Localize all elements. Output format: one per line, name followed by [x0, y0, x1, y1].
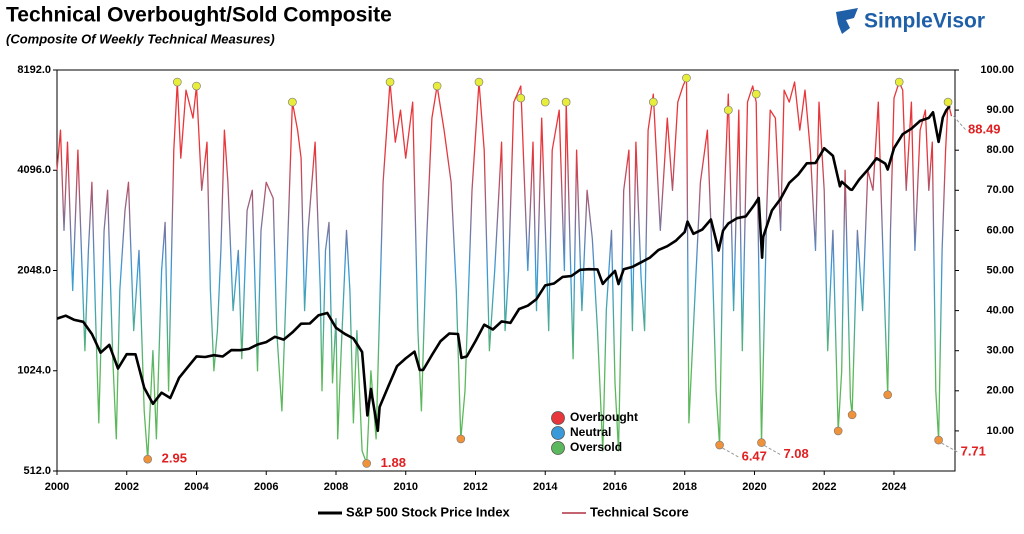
x-tick-label: 2002	[115, 481, 139, 493]
zone-swatch	[551, 411, 565, 425]
marker	[833, 426, 843, 436]
zone-swatch	[551, 441, 565, 455]
marker	[143, 454, 152, 464]
marker	[751, 89, 761, 99]
marker	[192, 81, 201, 91]
y2-tick-label: 100.00	[980, 64, 1014, 76]
marker	[715, 440, 724, 450]
y2-tick-label: 40.00	[986, 305, 1014, 317]
y2-tick-label: 70.00	[986, 184, 1014, 196]
y2-tick-label: 10.00	[986, 425, 1014, 437]
data-label: 1.88	[381, 455, 406, 470]
zone-label: Oversold	[570, 440, 622, 454]
marker	[516, 93, 526, 103]
x-tick-label: 2024	[882, 481, 907, 493]
x-tick-label: 2010	[393, 481, 417, 493]
technical-score-line	[56, 77, 953, 465]
marker	[883, 390, 892, 400]
marker	[649, 97, 658, 107]
marker	[432, 81, 442, 91]
marker	[724, 105, 733, 115]
leader	[764, 445, 781, 456]
y-tick-label: 2048.0	[17, 264, 51, 276]
chart-subtitle: (Composite Of Weekly Technical Measures)	[6, 31, 275, 46]
x-tick-label: 2004	[184, 481, 209, 493]
end-label: 88.49	[968, 122, 1001, 137]
leader	[722, 447, 739, 458]
legend-label: S&P 500 Stock Price Index	[346, 504, 511, 519]
x-tick-label: 2014	[533, 481, 558, 493]
price-line	[56, 105, 951, 433]
x-tick-label: 2012	[463, 481, 487, 493]
y2-tick-label: 30.00	[986, 345, 1014, 357]
marker	[561, 97, 571, 107]
x-tick-label: 2000	[45, 481, 69, 493]
y2-tick-label: 20.00	[986, 385, 1014, 397]
y-tick-label: 8192.0	[17, 64, 51, 76]
marker	[682, 73, 691, 83]
data-label: 6.47	[742, 448, 767, 463]
y2-tick-label: 90.00	[986, 104, 1014, 116]
y-tick-label: 1024.0	[17, 365, 51, 377]
x-tick-label: 2008	[324, 481, 348, 493]
marker	[385, 77, 395, 87]
y2-tick-label: 80.00	[986, 144, 1014, 156]
y-tick-label: 512.0	[23, 465, 51, 477]
x-tick-label: 2006	[254, 481, 278, 493]
marker	[757, 438, 766, 447]
leader	[941, 442, 958, 453]
x-tick-label: 2018	[672, 481, 696, 493]
marker	[847, 410, 857, 420]
x-tick-label: 2020	[742, 481, 766, 493]
data-label: 2.95	[162, 451, 187, 466]
y-tick-label: 4096.0	[17, 164, 51, 176]
legend-label: Technical Score	[590, 504, 689, 519]
data-label: 7.08	[783, 446, 808, 461]
marker	[540, 97, 550, 107]
marker	[934, 435, 943, 445]
zone-label: Overbought	[570, 410, 638, 424]
zone-swatch	[551, 426, 565, 440]
marker	[894, 77, 904, 87]
x-tick-label: 2016	[603, 481, 627, 493]
leader	[953, 115, 967, 131]
chart-title: Technical Overbought/Sold Composite	[6, 4, 392, 27]
marker	[474, 77, 484, 87]
marker	[456, 434, 466, 444]
data-label: 7.71	[961, 444, 986, 459]
marker	[173, 77, 182, 87]
y2-tick-label: 60.00	[986, 224, 1014, 236]
logo: SimpleVisor	[864, 10, 985, 33]
logo-icon	[836, 8, 858, 34]
marker	[362, 459, 371, 468]
marker	[288, 97, 297, 107]
marker	[943, 97, 953, 107]
x-tick-label: 2022	[812, 481, 836, 493]
zone-label: Neutral	[570, 425, 611, 439]
y2-tick-label: 50.00	[986, 264, 1014, 276]
